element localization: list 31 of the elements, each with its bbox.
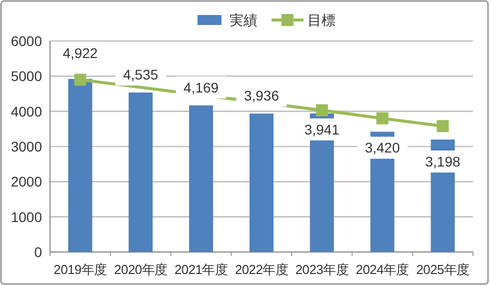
data-label: 3,420 xyxy=(364,140,400,156)
y-tick-label: 4000 xyxy=(10,103,42,120)
y-tick-label: 3000 xyxy=(10,138,42,154)
point xyxy=(376,112,388,124)
x-tick-label: 2023年度 xyxy=(295,262,349,277)
legend-label: 目標 xyxy=(308,12,336,28)
data-label: 4,535 xyxy=(123,66,158,83)
point xyxy=(436,120,449,132)
data-label: 4,922 xyxy=(62,44,98,61)
legend-label: 実績 xyxy=(230,12,258,28)
x-tick-label: 2020年度 xyxy=(114,262,168,277)
y-tick-label: 6000 xyxy=(10,33,42,49)
x-tick-label: 2021年度 xyxy=(174,262,228,277)
x-tick-label: 2019年度 xyxy=(54,262,108,277)
x-tick-label: 2024年度 xyxy=(356,262,410,277)
point xyxy=(74,74,86,86)
bar xyxy=(128,92,153,252)
point xyxy=(316,104,328,116)
bar xyxy=(250,114,274,252)
data-label: 4,169 xyxy=(184,79,219,96)
bar xyxy=(189,105,214,252)
bar xyxy=(68,78,92,252)
y-tick-label: 5000 xyxy=(10,68,42,84)
x-tick-label: 2022年度 xyxy=(234,262,288,277)
y-tick-label: 0 xyxy=(34,244,42,260)
data-label: 3,941 xyxy=(304,121,340,138)
y-tick-label: 1000 xyxy=(10,208,42,225)
data-label: 3,936 xyxy=(244,88,280,104)
x-tick-label: 2025年度 xyxy=(416,262,470,277)
y-tick-label: 2000 xyxy=(10,174,42,190)
data-label: 3,198 xyxy=(425,154,461,170)
